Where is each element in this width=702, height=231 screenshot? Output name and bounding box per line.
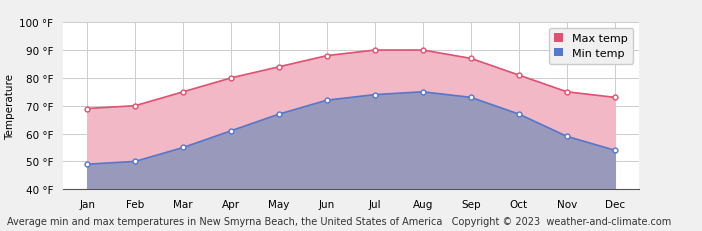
Legend: Max temp, Min temp: Max temp, Min temp: [549, 29, 633, 64]
Text: Average min and max temperatures in New Smyrna Beach, the United States of Ameri: Average min and max temperatures in New …: [7, 216, 671, 226]
Y-axis label: Temperature: Temperature: [6, 73, 15, 139]
